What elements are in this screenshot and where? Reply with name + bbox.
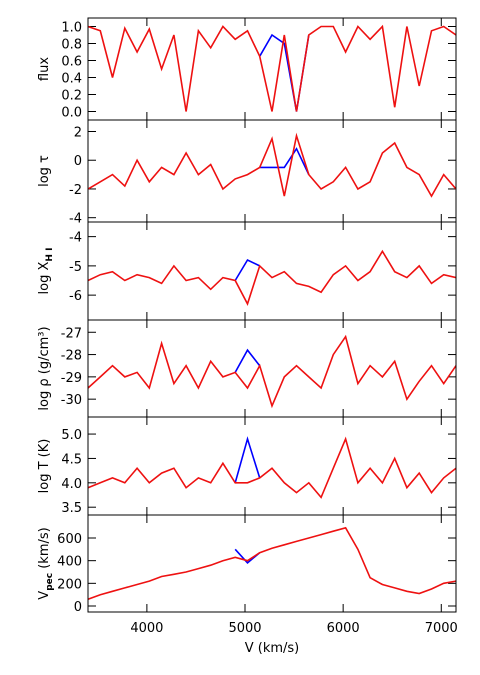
x-axis-label: V (km/s) bbox=[245, 641, 300, 656]
y-axis-label-part: pec bbox=[45, 573, 55, 591]
panel: -6 -5 -4 log XH I bbox=[37, 221, 457, 321]
y-tick-label: 0.8 bbox=[61, 38, 82, 53]
panel: -4 -2 0 2 log τ bbox=[37, 119, 457, 227]
y-tick-label: -4 bbox=[69, 212, 82, 227]
x-tick-label: 6000 bbox=[327, 621, 360, 636]
y-tick-label: 0.6 bbox=[61, 55, 82, 70]
series-line bbox=[234, 436, 261, 484]
y-axis-label-part: H I bbox=[45, 248, 55, 262]
y-tick-label: 0.0 bbox=[61, 106, 82, 121]
panel: -30 -29 -28 -27 log ρ (g/cm³) bbox=[37, 319, 457, 418]
y-axis-label-part: log ρ (g/cm³) bbox=[37, 326, 52, 410]
panel: 3.5 4.0 4.5 5.0 log T (K) bbox=[37, 416, 457, 516]
y-axis-label-part: (km/s) bbox=[37, 527, 52, 573]
y-axis-label-part: log T (K) bbox=[37, 439, 52, 494]
series-line bbox=[88, 132, 456, 198]
x-tick-label: 4000 bbox=[130, 621, 163, 636]
series-line bbox=[88, 526, 456, 600]
series-line bbox=[88, 334, 456, 409]
y-tick-label: 4.5 bbox=[61, 452, 82, 467]
y-tick-label: 200 bbox=[57, 577, 82, 592]
y-tick-label: -2 bbox=[69, 183, 82, 198]
series-line bbox=[259, 147, 310, 175]
y-tick-label: -27 bbox=[61, 326, 82, 341]
y-tick-label: 3.5 bbox=[61, 501, 82, 516]
y-tick-label: -6 bbox=[69, 289, 82, 304]
y-tick-label: -5 bbox=[69, 260, 82, 275]
series-line bbox=[234, 348, 261, 373]
y-axis-label-part: log τ bbox=[37, 155, 52, 187]
panel-frame bbox=[87, 416, 457, 516]
y-axis-label-part: V bbox=[37, 591, 52, 600]
y-tick-label: 1.0 bbox=[61, 21, 82, 36]
y-axis-label: log XH I bbox=[37, 248, 55, 295]
series-line bbox=[88, 436, 456, 499]
y-tick-label: -4 bbox=[69, 231, 82, 246]
y-tick-label: 5.0 bbox=[61, 428, 82, 443]
series-line bbox=[259, 33, 310, 112]
y-axis-label-part: flux bbox=[37, 57, 52, 81]
y-axis-label: flux bbox=[37, 57, 52, 81]
y-tick-label: 0 bbox=[74, 154, 82, 169]
x-tick-label: 5000 bbox=[228, 621, 261, 636]
panel: 0.0 0.2 0.4 0.6 0.8 1.0 flux bbox=[37, 17, 457, 121]
y-tick-label: -28 bbox=[61, 349, 82, 364]
y-tick-label: -30 bbox=[61, 393, 82, 408]
y-axis-label: Vpec (km/s) bbox=[37, 527, 55, 599]
series-line bbox=[234, 258, 261, 281]
y-tick-label: 4.0 bbox=[61, 477, 82, 492]
panel-frame bbox=[87, 319, 457, 418]
y-tick-label: 0.2 bbox=[61, 89, 82, 104]
panel-frame bbox=[87, 221, 457, 321]
series-line bbox=[88, 249, 456, 306]
series-line bbox=[88, 24, 456, 112]
y-axis-label-part: log X bbox=[37, 261, 52, 294]
y-tick-label: 400 bbox=[57, 555, 82, 570]
y-tick-label: 2 bbox=[74, 125, 82, 140]
y-tick-label: -29 bbox=[61, 371, 82, 386]
y-axis-label: log ρ (g/cm³) bbox=[37, 326, 52, 410]
y-tick-label: 0 bbox=[74, 600, 82, 615]
y-tick-label: 600 bbox=[57, 532, 82, 547]
y-axis-label: log T (K) bbox=[37, 439, 52, 494]
panel-frame bbox=[87, 514, 457, 613]
y-axis-label: log τ bbox=[37, 155, 52, 187]
y-tick-label: 0.4 bbox=[61, 72, 82, 87]
x-tick-label: 7000 bbox=[425, 621, 458, 636]
